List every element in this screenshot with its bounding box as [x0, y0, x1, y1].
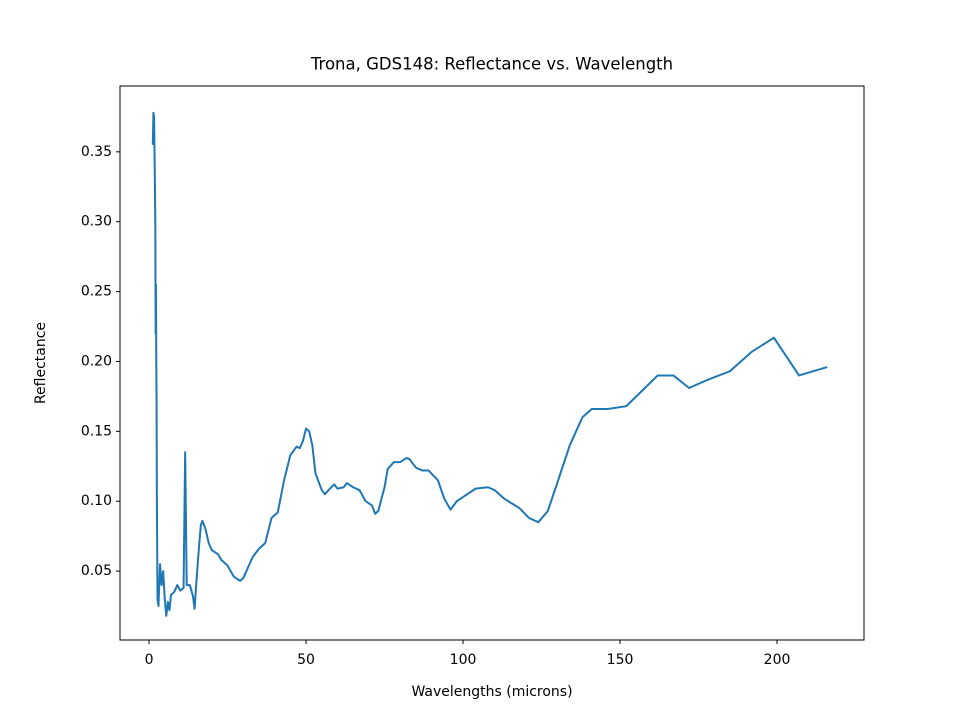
y-tick-label: 0.10 [81, 493, 112, 509]
plot-frame [119, 85, 865, 641]
y-tick-label: 0.35 [81, 144, 112, 160]
x-tick-label: 100 [450, 652, 477, 668]
y-axis-label: Reflectance [33, 322, 49, 404]
y-tick-label: 0.20 [81, 353, 112, 369]
y-tick-label: 0.30 [81, 214, 112, 230]
y-tick-label: 0.15 [81, 423, 112, 439]
y-tick-label: 0.05 [81, 563, 112, 579]
chart-title: Trona, GDS148: Reflectance vs. Wavelengt… [310, 55, 673, 74]
x-tick-label: 0 [145, 652, 154, 668]
y-tick-label: 0.25 [81, 284, 112, 300]
x-axis-label: Wavelengths (microns) [411, 684, 572, 700]
x-tick-label: 50 [297, 652, 315, 668]
x-tick-label: 200 [764, 652, 791, 668]
data-line [151, 111, 828, 617]
x-tick-label: 150 [607, 652, 634, 668]
